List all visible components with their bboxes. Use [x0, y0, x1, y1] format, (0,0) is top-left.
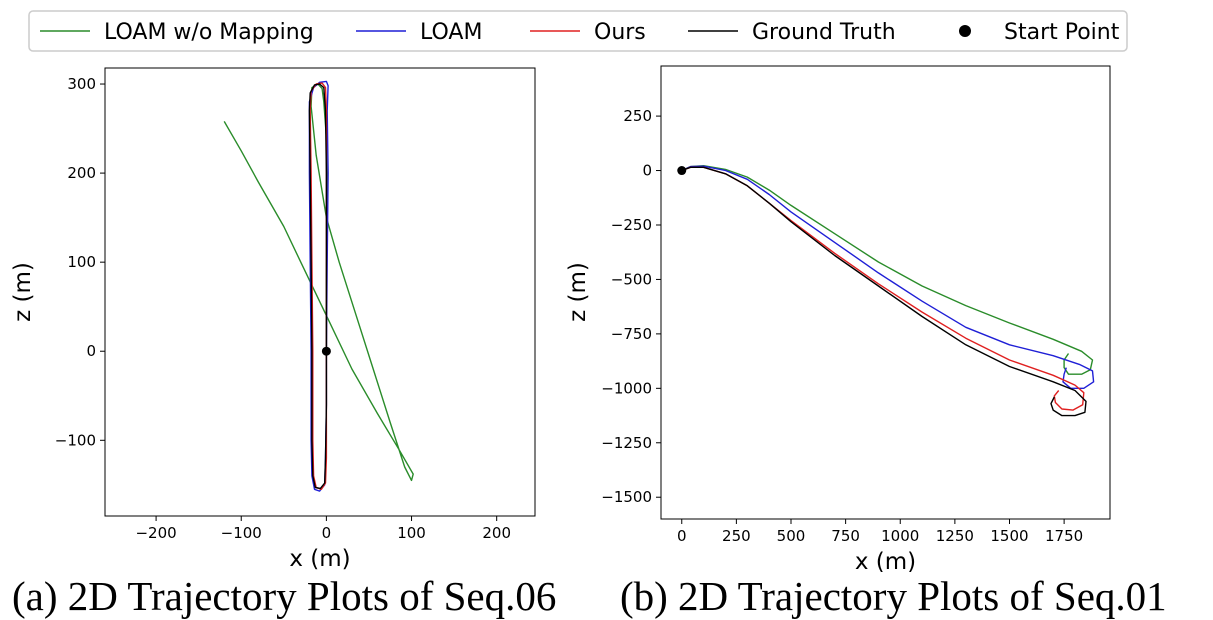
plot-b-xtick-label: 1250	[936, 527, 974, 545]
plot-b-ytick-label: 250	[623, 107, 652, 125]
plot-b-axes-frame	[660, 65, 1111, 520]
plot-seq06: −200 −100 0 100 200 −100 0 100 200 300 x (m) z (m)	[10, 67, 536, 572]
plot-a-series-loam-w-o-mapping	[223, 83, 414, 482]
plot-a-ylabel: z (m)	[10, 262, 36, 322]
plot-a-ytick-label: 300	[67, 75, 96, 93]
plot-b-xtick-label: 250	[722, 527, 751, 545]
plot-a-series-ours	[309, 82, 328, 490]
legend-label-ground-truth: Ground Truth	[752, 20, 896, 45]
plot-a-ytick-label: 200	[67, 164, 96, 182]
plot-a-ytick-label: 100	[67, 253, 96, 271]
plot-a-start-point-marker	[321, 346, 331, 356]
legend-label-loam: LOAM	[420, 20, 482, 45]
plot-a-xtick-label: −200	[135, 524, 176, 542]
legend-label-ours: Ours	[594, 20, 646, 45]
plot-a-ytick-label: 0	[86, 342, 96, 360]
plot-a-xtick-label: 0	[322, 524, 332, 542]
plot-b-ytick-label: −1250	[601, 434, 652, 452]
plot-b-series-ground-truth	[681, 166, 1087, 417]
plot-b-xtick-label: 1000	[881, 527, 919, 545]
plot-b-ytick-label: 0	[642, 162, 652, 180]
plot-b-series-loam-w-o-mapping	[681, 165, 1094, 375]
plot-b-xtick-label: 0	[677, 527, 687, 545]
plot-b-series-loam	[681, 165, 1095, 389]
plot-b-ytick-label: −1000	[601, 379, 652, 397]
plot-a-series-ground-truth	[308, 83, 328, 490]
caption-seq01: (b) 2D Trajectory Plots of Seq.01	[620, 573, 1167, 619]
plot-b-xtick-label: 1750	[1045, 527, 1083, 545]
legend-label-start-point: Start Point	[1004, 20, 1120, 45]
legend: LOAM w/o Mapping LOAM Ours Ground Truth Star…	[28, 10, 1128, 52]
plot-b-start-point-marker	[677, 166, 687, 176]
plot-a-xtick-label: 200	[482, 524, 511, 542]
plot-a-xtick-label: 100	[397, 524, 426, 542]
plot-seq01: 0 250 500 750 1000 1250 1500 1750 250 0 −250 −500 −7…	[565, 65, 1111, 572]
plot-a-xlabel: x (m)	[289, 546, 350, 572]
plot-a-axes-frame	[104, 67, 536, 517]
plot-b-xtick-label: 1500	[990, 527, 1028, 545]
legend-label-loam-w-o-mapping: LOAM w/o Mapping	[104, 20, 314, 45]
legend-marker-start-point	[959, 25, 971, 37]
plot-b-ytick-label: −1500	[601, 488, 652, 506]
trajectory-figure: LOAM w/o Mapping LOAM Ours Ground Truth Star…	[10, 10, 1128, 572]
plot-b-xlabel: x (m)	[855, 549, 916, 572]
caption-seq06: (a) 2D Trajectory Plots of Seq.06	[12, 573, 557, 619]
plot-b-ylabel: z (m)	[565, 262, 591, 322]
plot-a-ytick-label: −100	[55, 431, 96, 449]
plot-b-xtick-label: 750	[831, 527, 860, 545]
plot-b-xtick-label: 500	[777, 527, 806, 545]
plot-b-ytick-label: −500	[611, 270, 652, 288]
plot-b-ytick-label: −750	[611, 325, 652, 343]
plot-a-xtick-label: −100	[221, 524, 262, 542]
plot-b-ytick-label: −250	[611, 216, 652, 234]
